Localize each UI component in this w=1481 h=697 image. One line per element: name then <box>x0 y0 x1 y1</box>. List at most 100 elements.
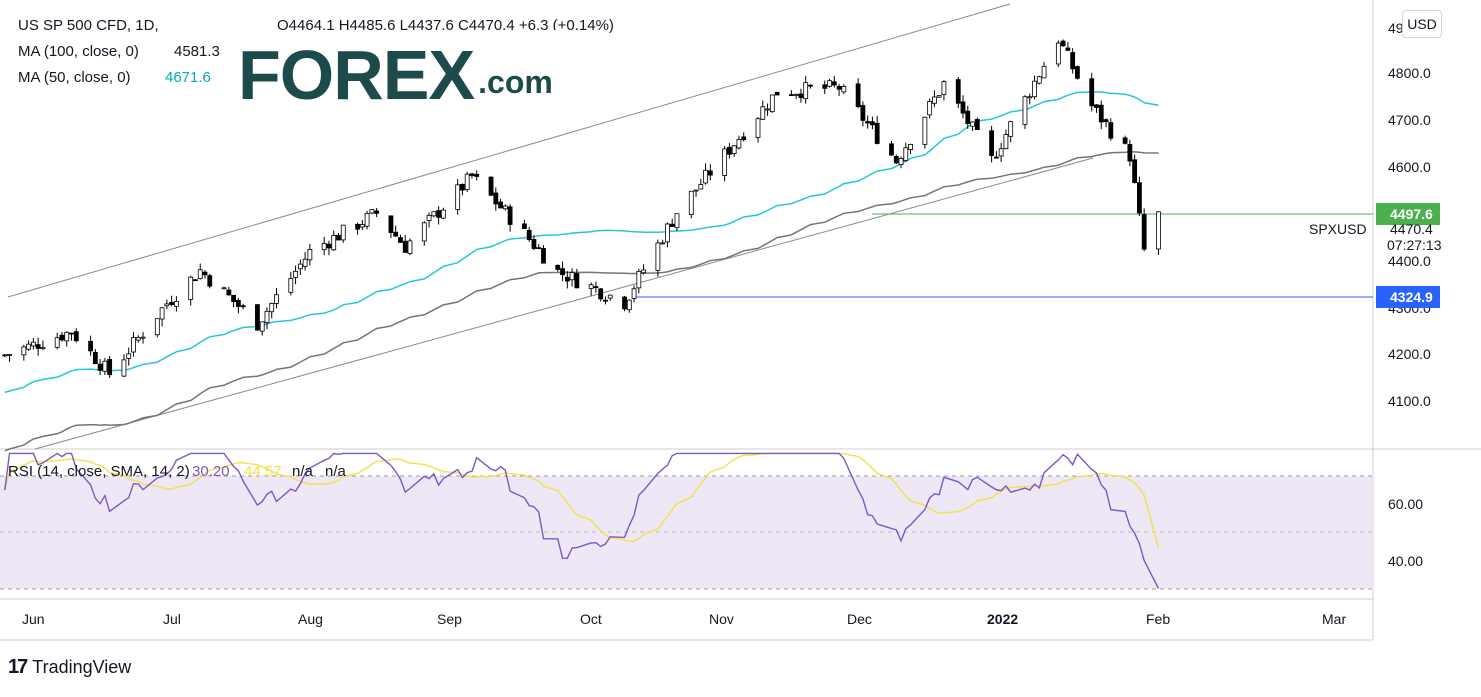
candle-body <box>603 299 608 302</box>
candle-body <box>803 82 809 100</box>
candle-body <box>240 305 246 308</box>
candle-body <box>841 86 847 93</box>
candle-body <box>588 284 594 289</box>
candle-body <box>221 287 227 290</box>
rsi-sma-value: 44.57 <box>244 463 282 480</box>
time-label-oct: Oct <box>580 611 602 627</box>
ma50-value: 4671.6 <box>165 69 211 86</box>
candle-body <box>936 95 942 98</box>
candle-body <box>193 279 198 282</box>
time-label-nov: Nov <box>709 611 734 627</box>
currency-button[interactable]: USD <box>1402 10 1442 38</box>
candle-body <box>522 223 527 229</box>
candle-body <box>574 273 580 289</box>
candle-body <box>164 303 170 307</box>
candle-body <box>393 231 399 237</box>
candle-body <box>970 121 975 127</box>
ma100-label: MA (100, close, 0) <box>18 43 139 60</box>
candle-body <box>808 84 813 87</box>
candle-body <box>822 84 828 89</box>
channel-upper-line <box>7 3 1011 298</box>
time-label-jul: Jul <box>163 611 181 627</box>
candle-body <box>64 331 70 342</box>
candle-body <box>336 234 341 241</box>
candle-body <box>88 340 93 352</box>
candle-body <box>54 337 60 348</box>
candle-body <box>169 301 175 305</box>
candle-body <box>1094 104 1099 108</box>
candle-body <box>1022 96 1028 125</box>
candle-body <box>455 184 461 210</box>
current-price-label: 4470.4 <box>1390 221 1433 237</box>
forex-logo: FOREX .com <box>238 30 600 120</box>
candle-body <box>340 224 346 241</box>
candle-body <box>989 130 995 156</box>
candle-body <box>626 299 632 311</box>
candle-body <box>741 136 747 141</box>
candle-body <box>641 269 646 274</box>
candle-body <box>231 294 237 303</box>
candle-body <box>121 359 127 377</box>
candle-body <box>259 321 265 332</box>
rsi-tick-60: 60.00 <box>1388 496 1423 512</box>
candle-body <box>536 247 542 250</box>
candle-body <box>131 337 136 353</box>
tradingview-brand: TradingView <box>32 657 132 677</box>
rsi-na-2: n/a <box>325 463 347 480</box>
candle-body <box>402 240 408 253</box>
candle-body <box>154 318 160 336</box>
candle-body <box>564 276 570 282</box>
candle-body <box>655 242 661 271</box>
candle-body <box>1103 119 1109 123</box>
candle-body <box>92 351 98 365</box>
rsi-label: RSI (14, close, SMA, 14, 2) <box>8 463 190 480</box>
tradingview-footer[interactable]: 17 TradingView <box>8 656 131 679</box>
candle-body <box>307 248 313 261</box>
candle-body <box>698 184 704 190</box>
level-green-label: 4497.6 <box>1390 206 1433 222</box>
candle-body <box>369 209 375 214</box>
price-tick-4200: 4200.0 <box>1388 346 1431 362</box>
candle-body <box>932 96 937 104</box>
rsi-band <box>0 476 1373 589</box>
candle-body <box>331 235 337 251</box>
candle-body <box>788 94 794 97</box>
channel-mid-line <box>34 157 1094 450</box>
candle-body <box>21 346 27 356</box>
candle-body <box>173 301 179 307</box>
candle-body <box>1132 159 1138 184</box>
candle-body <box>197 269 203 279</box>
level-blue-badge <box>1376 286 1440 308</box>
candle-body <box>607 294 613 299</box>
bar-countdown: 07:27:13 <box>1387 237 1442 253</box>
ma50-line <box>4 91 1159 394</box>
candle-body <box>660 242 666 245</box>
candle-body <box>326 243 332 249</box>
time-label-aug: Aug <box>298 611 323 627</box>
candle-body <box>364 212 370 227</box>
candle-body <box>421 222 427 242</box>
candle-body <box>1156 211 1161 250</box>
candle-body <box>941 81 947 96</box>
candle-body <box>359 224 365 228</box>
candle-body <box>431 211 437 217</box>
candle-body <box>736 139 742 149</box>
candle-body <box>474 173 480 177</box>
candle-body <box>207 275 213 287</box>
candle-body <box>255 304 260 331</box>
candle-body <box>436 210 441 218</box>
candle-body <box>765 108 770 111</box>
candle-body <box>407 240 413 255</box>
candle-body <box>541 248 546 264</box>
candle-body <box>159 307 165 320</box>
symbol-title: US SP 500 CFD, 1D, <box>18 17 159 34</box>
rsi-tick-40: 40.00 <box>1388 553 1423 569</box>
candle-body <box>1003 134 1009 150</box>
candle-body <box>665 223 670 243</box>
rsi-line <box>4 452 1160 589</box>
price-tick-top-partial: 49 <box>1388 20 1404 36</box>
ohlc-readout: O4464.1 H4485.6 L4437.6 C4470.4 +6.3 (+0… <box>277 17 614 34</box>
candle-body <box>974 118 980 131</box>
price-tick-4800: 4800.0 <box>1388 65 1431 81</box>
rsi-sma-line <box>4 452 1160 548</box>
